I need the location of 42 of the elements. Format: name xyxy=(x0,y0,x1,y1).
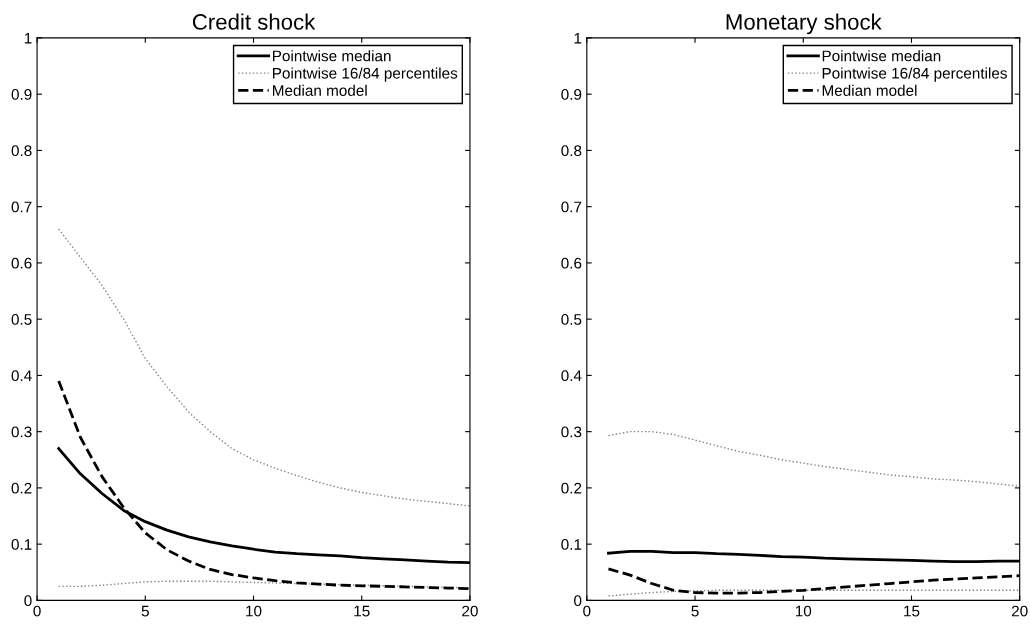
legend-label: Pointwise median xyxy=(822,50,941,62)
y-tick-label: 0 xyxy=(574,595,582,607)
x-tick-label: 20 xyxy=(1011,605,1028,617)
y-tick-label: 0.2 xyxy=(561,482,582,494)
x-tick-label: 20 xyxy=(462,605,478,617)
y-tick-label: 0.8 xyxy=(11,145,32,157)
y-tick-label: 0.9 xyxy=(561,89,582,100)
y-tick-label: 0 xyxy=(24,595,32,607)
y-tick-label: 0.6 xyxy=(561,257,582,269)
y-tick-label: 1 xyxy=(574,32,582,44)
legend-label: Pointwise median xyxy=(273,50,391,62)
y-tick-label: 0.1 xyxy=(11,539,32,550)
y-tick-label: 0.8 xyxy=(561,145,582,157)
x-tick-label: 5 xyxy=(141,605,149,617)
legend-label: Pointwise 16/84 percentiles xyxy=(822,67,1007,82)
chart-title: Monetary shock xyxy=(726,13,882,35)
y-tick-label: 0.3 xyxy=(11,426,32,438)
x-tick-label: 15 xyxy=(904,605,920,617)
x-tick-label: 10 xyxy=(795,605,812,617)
y-tick-label: 0.9 xyxy=(11,89,32,100)
y-tick-label: 0.2 xyxy=(11,482,32,494)
y-tick-label: 0.7 xyxy=(561,201,582,213)
x-tick-label: 10 xyxy=(246,605,262,617)
legend-label: Pointwise 16/84 percentiles xyxy=(273,67,458,82)
line-series xyxy=(607,430,1020,487)
y-tick-label: 1 xyxy=(24,32,32,44)
y-tick-label: 0.3 xyxy=(561,426,582,438)
y-tick-label: 0.6 xyxy=(11,257,32,269)
legend-label: Median model xyxy=(273,84,367,96)
x-tick-label: 0 xyxy=(33,605,41,617)
y-tick-label: 0.5 xyxy=(11,314,32,325)
x-tick-label: 0 xyxy=(583,605,591,617)
x-tick-label: 5 xyxy=(691,605,699,617)
y-tick-label: 0.4 xyxy=(11,370,32,382)
y-tick-label: 0.1 xyxy=(561,539,582,550)
legend-label: Median model xyxy=(822,84,917,96)
y-tick-label: 0.5 xyxy=(561,314,582,325)
y-tick-label: 0.4 xyxy=(561,370,582,382)
line-series xyxy=(58,228,470,507)
x-tick-label: 15 xyxy=(354,605,370,617)
y-tick-label: 0.7 xyxy=(11,201,32,213)
chart-title: Credit shock xyxy=(192,13,316,30)
